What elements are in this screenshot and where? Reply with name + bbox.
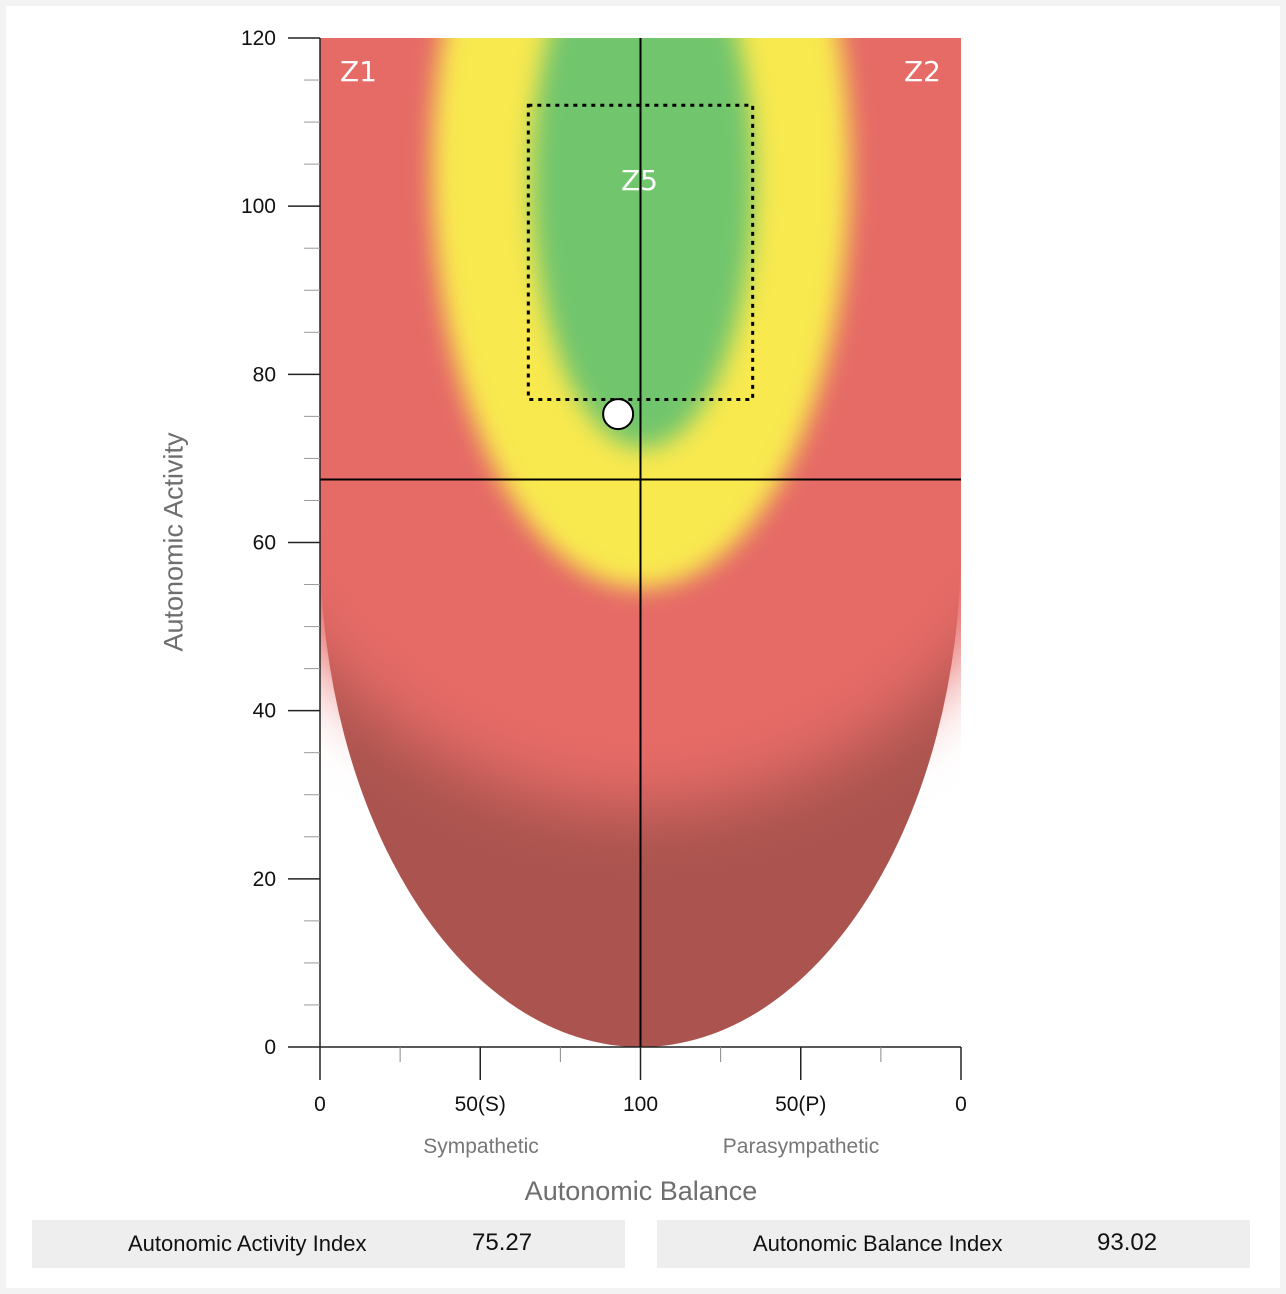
activity-index-panel: Autonomic Activity Index 75.27: [32, 1220, 625, 1268]
y-axis-title: Autonomic Activity: [158, 432, 189, 652]
y-tick-label: 60: [253, 532, 276, 555]
activity-index-label: Autonomic Activity Index: [128, 1231, 367, 1256]
zone-label-z2: Z2: [904, 55, 941, 88]
activity-index-value: 75.27: [472, 1229, 533, 1256]
x-tick-label: 0: [955, 1093, 967, 1116]
y-tick-label: 0: [264, 1036, 276, 1059]
y-axis: 0 20 40 60 80 100 120: [241, 27, 321, 1059]
zone-label-z5: Z5: [621, 164, 658, 197]
x-tick-label: 50(S): [455, 1093, 506, 1116]
x-tick-label: 100: [623, 1093, 658, 1116]
y-tick-label: 80: [253, 363, 276, 386]
x-tick-label: 0: [314, 1093, 326, 1116]
x-axis-title: Autonomic Balance: [524, 1176, 758, 1206]
data-points: [602, 398, 635, 431]
target-box: [526, 103, 755, 402]
x-tick-label: 50(P): [775, 1093, 826, 1116]
x-axis-sympathetic-label: Sympathetic: [423, 1135, 539, 1158]
y-tick-label: 100: [241, 195, 276, 218]
zone-label-z3: Z3: [340, 995, 377, 1028]
data-point: [602, 398, 635, 431]
y-tick-label: 120: [241, 27, 276, 50]
balance-index-value: 93.02: [1097, 1229, 1158, 1256]
x-axis: 0 50(S) 100 50(P) 0: [314, 1046, 967, 1116]
x-axis-parasympathetic-label: Parasympathetic: [722, 1135, 880, 1158]
crosshair: [320, 38, 961, 1047]
zone-label-z1: Z1: [340, 55, 377, 88]
y-tick-label: 40: [253, 700, 276, 723]
balance-index-label: Autonomic Balance Index: [753, 1231, 1003, 1256]
target-zone-box: [526, 103, 755, 402]
y-tick-label: 20: [253, 868, 276, 891]
balance-index-panel: Autonomic Balance Index 93.02: [657, 1220, 1250, 1268]
zone-label-z4: Z4: [904, 995, 941, 1028]
